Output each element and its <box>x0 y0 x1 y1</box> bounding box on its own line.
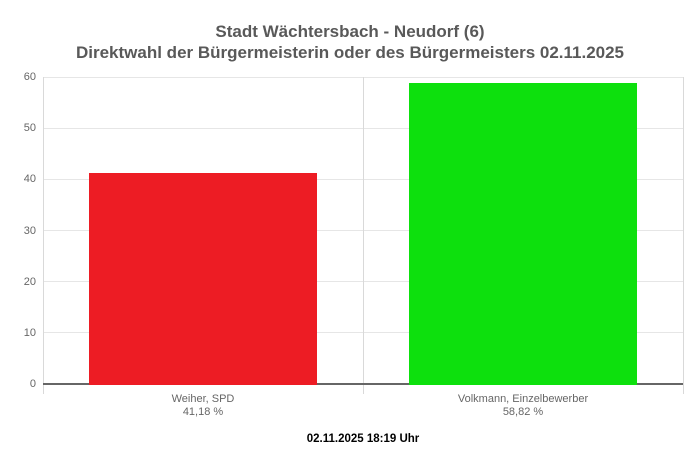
category-name: Weiher, SPD <box>171 393 235 405</box>
y-tick-label: 20 <box>23 275 36 288</box>
category-boundary-line <box>683 77 684 394</box>
category-label: Volkmann, Einzelbewerber 58,82 % <box>363 393 683 419</box>
y-tick-label: 50 <box>23 122 36 135</box>
y-tick-label: 60 <box>23 71 36 83</box>
chart-title: Stadt Wächtersbach - Neudorf (6) <box>215 22 485 41</box>
category-name: Volkmann, Einzelbewerber <box>457 393 589 405</box>
y-tick-label: 0 <box>29 378 36 390</box>
category-boundary-line <box>43 77 44 394</box>
category-boundary-line <box>363 77 364 394</box>
category-percentage: 41,18 % <box>182 406 224 418</box>
bar-weiher-spd <box>89 173 317 385</box>
category-label: Weiher, SPD 41,18 % <box>43 393 363 419</box>
bar-volkmann-einzelbewerber <box>409 83 637 385</box>
x-axis-line <box>43 382 683 385</box>
chart-header: Stadt Wächtersbach - Neudorf (6) Direktw… <box>0 21 700 63</box>
y-tick-label: 30 <box>23 224 36 237</box>
category-percentage: 58,82 % <box>502 406 544 418</box>
y-tick-label: 40 <box>23 173 36 186</box>
timestamp: 02.11.2025 18:19 Uhr <box>306 433 420 445</box>
chart-subtitle: Direktwahl der Bürgermeisterin oder des … <box>75 43 625 62</box>
y-tick-label: 10 <box>23 326 36 339</box>
